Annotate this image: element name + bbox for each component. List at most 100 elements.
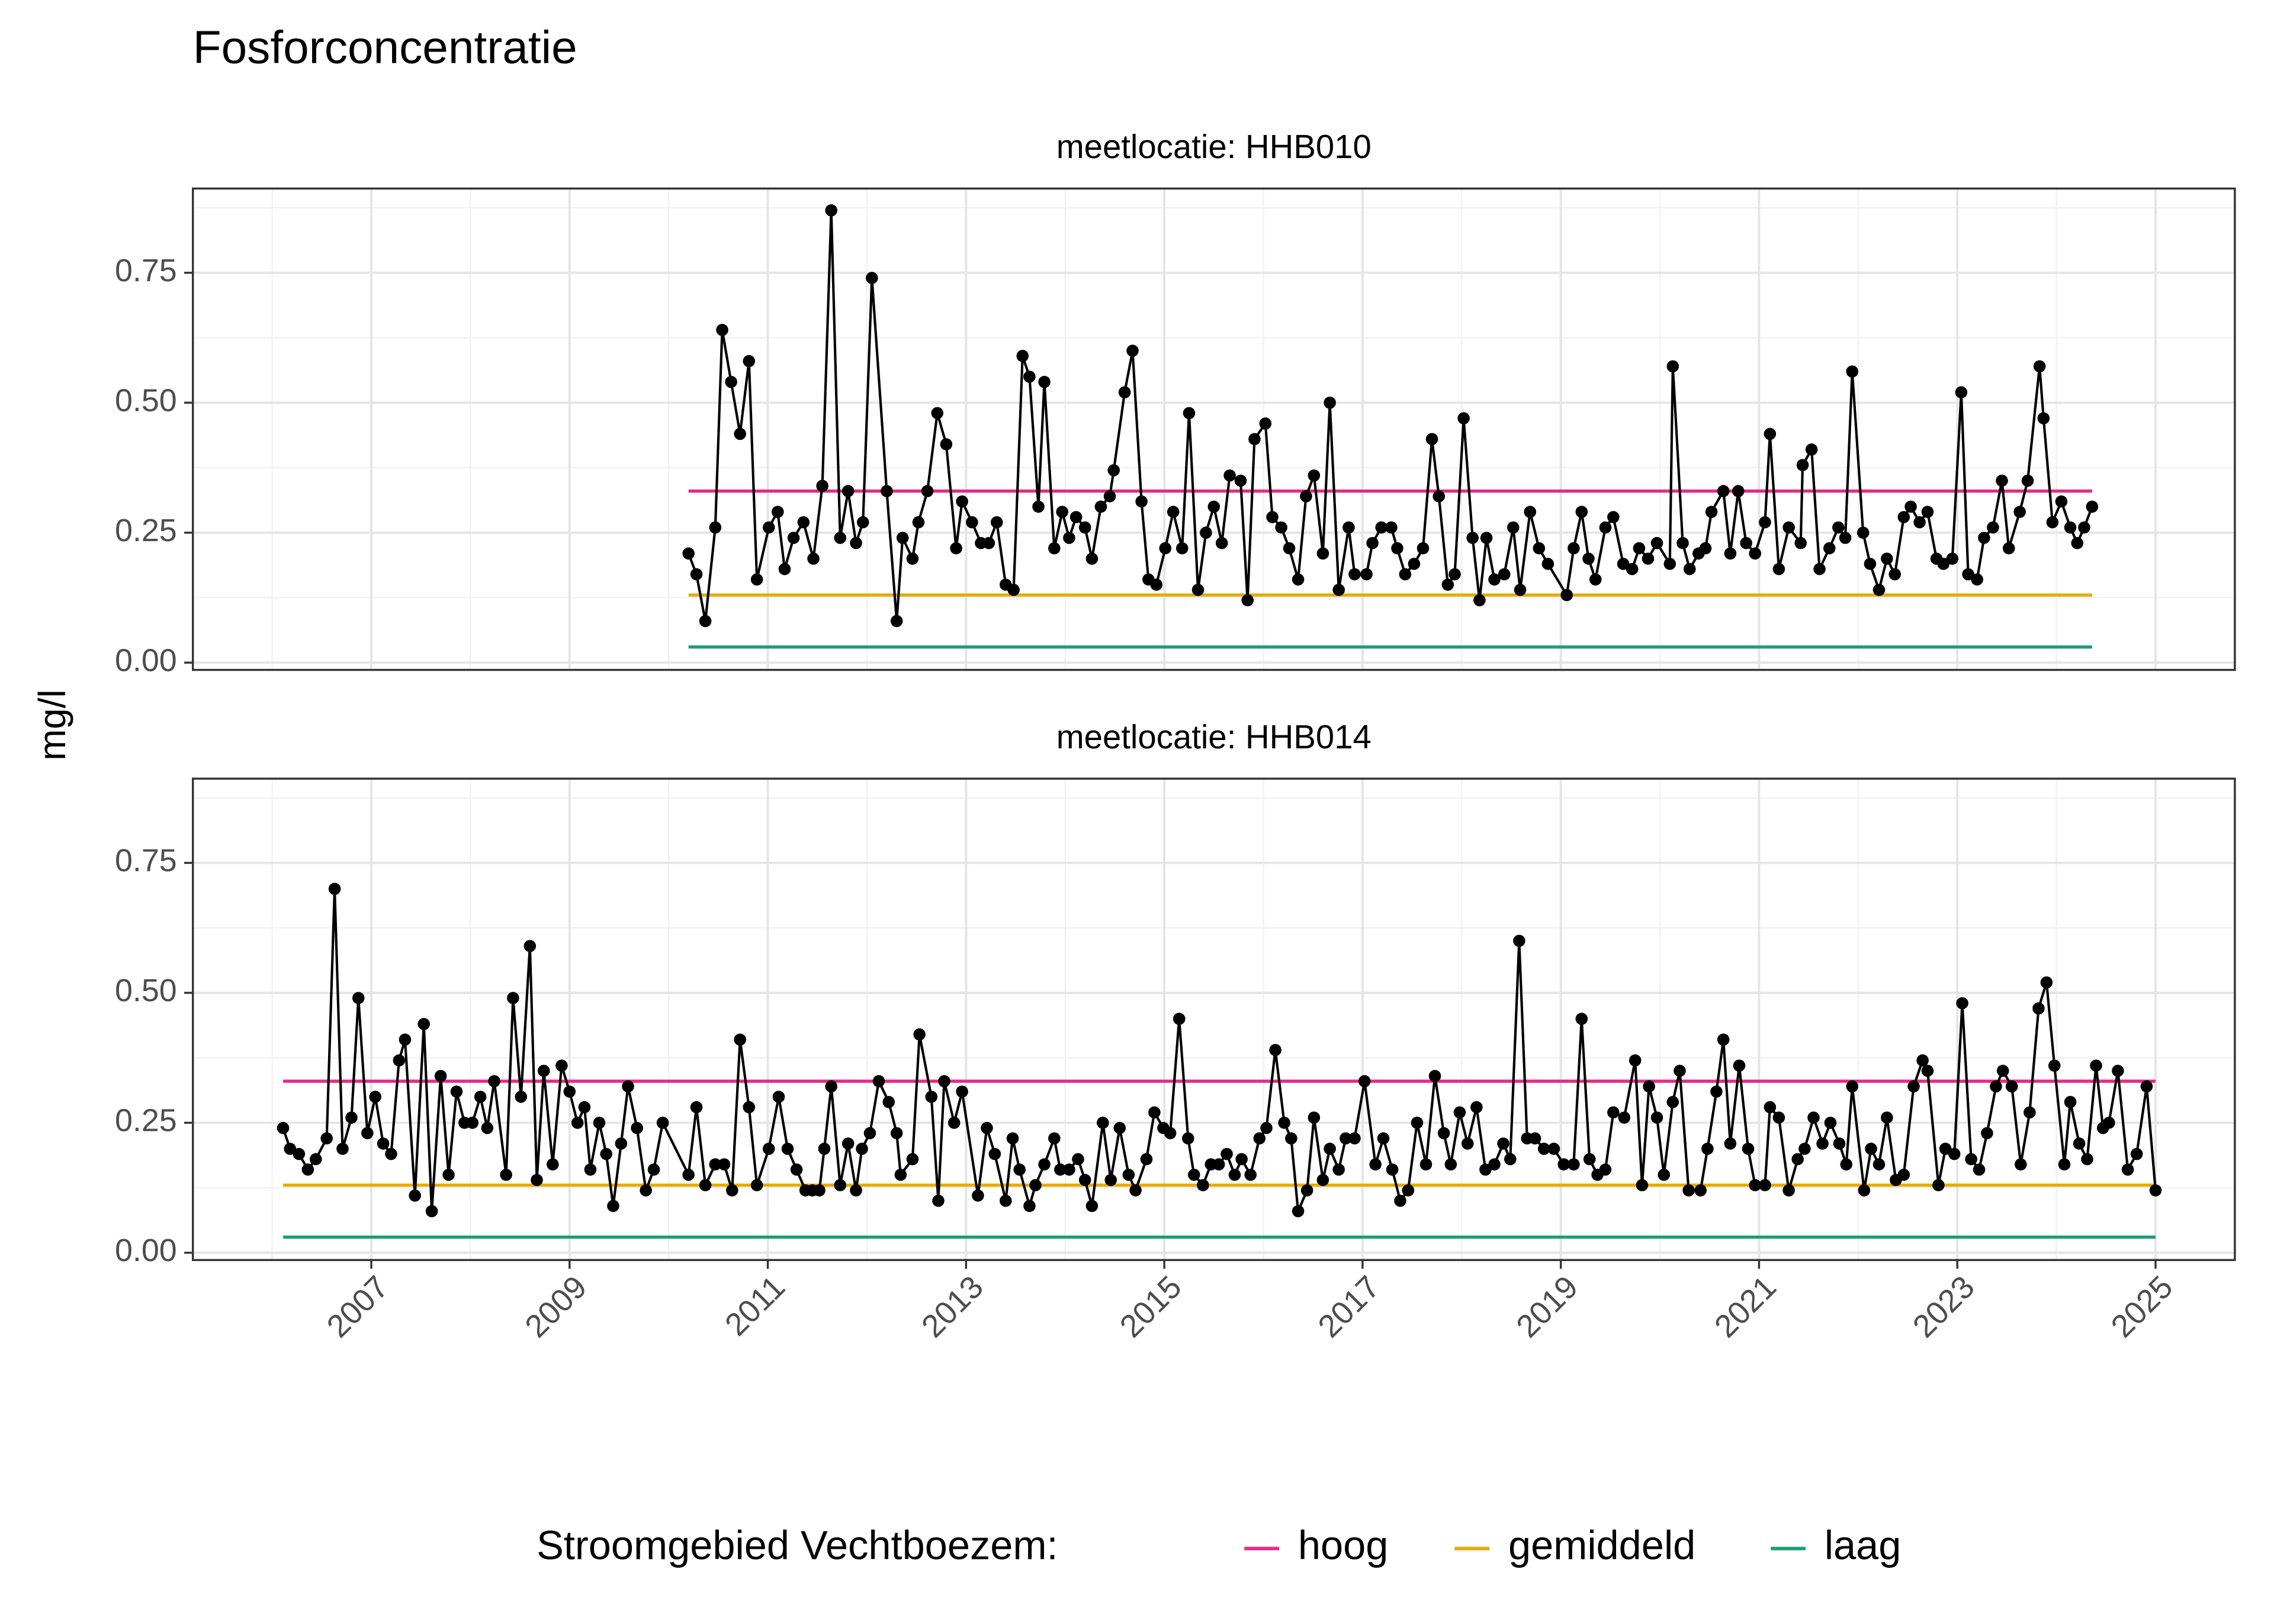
data-point: [1278, 1117, 1290, 1129]
data-point: [1023, 371, 1036, 383]
data-point: [1888, 568, 1902, 581]
x-tick-label: 2009: [518, 1269, 593, 1345]
data-point: [1798, 1143, 1811, 1155]
data-point: [1858, 1184, 1871, 1197]
data-point: [2015, 1158, 2027, 1170]
data-point: [956, 1085, 968, 1098]
data-point: [1197, 1179, 1209, 1192]
data-point: [1248, 433, 1261, 445]
data-point: [1023, 1199, 1036, 1213]
data-point: [894, 1168, 907, 1181]
data-point: [1038, 375, 1051, 388]
data-point: [1617, 558, 1630, 570]
data-point: [1207, 500, 1220, 513]
data-point: [1907, 1080, 1920, 1093]
data-point: [1386, 1163, 1399, 1176]
data-point: [600, 1147, 613, 1160]
data-point: [571, 1117, 584, 1129]
data-point: [1897, 1168, 1910, 1181]
data-point: [1148, 1106, 1161, 1119]
data-point: [813, 1184, 826, 1197]
x-tick-label: 2017: [1311, 1269, 1386, 1345]
data-point: [1575, 1012, 1588, 1025]
data-point: [555, 1059, 568, 1072]
data-point: [850, 536, 862, 549]
data-point: [872, 1075, 885, 1088]
data-point: [2140, 1080, 2153, 1093]
data-point: [787, 532, 800, 544]
data-point: [1428, 1070, 1441, 1082]
legend-label: laag: [1825, 1523, 1902, 1568]
data-point: [615, 1137, 628, 1150]
data-point: [1699, 542, 1712, 555]
data-point: [1006, 1132, 1019, 1145]
data-point: [1846, 1080, 1859, 1093]
data-point: [866, 272, 878, 284]
data-point: [1560, 589, 1573, 602]
data-point: [1283, 542, 1296, 555]
x-tick-label: 2007: [320, 1269, 395, 1345]
data-point: [709, 521, 722, 534]
data-point: [2073, 1137, 2086, 1150]
data-point: [1650, 536, 1663, 549]
data-point: [1724, 547, 1737, 560]
data-point: [906, 1153, 919, 1166]
data-point: [1987, 521, 1999, 534]
data-point: [966, 516, 978, 529]
y-axis-label: mg/l: [31, 689, 73, 760]
data-point: [1537, 1143, 1550, 1155]
data-point: [1417, 542, 1430, 555]
data-point: [425, 1205, 438, 1217]
data-point: [361, 1127, 374, 1140]
data-point: [834, 1179, 847, 1192]
data-point: [1682, 1184, 1695, 1197]
data-point: [1724, 1137, 1737, 1150]
data-point: [1078, 521, 1091, 534]
data-point: [547, 1158, 559, 1170]
data-point: [1759, 516, 1771, 529]
data-point: [1220, 1147, 1233, 1160]
data-point: [393, 1054, 406, 1067]
data-point: [399, 1033, 412, 1046]
data-point: [1085, 552, 1099, 565]
x-tick-label: 2023: [1906, 1269, 1981, 1345]
data-point: [277, 1121, 290, 1134]
data-point: [1921, 506, 1934, 518]
data-point: [1408, 558, 1421, 570]
data-point: [938, 1075, 950, 1088]
data-point: [1742, 1143, 1755, 1155]
data-point: [2040, 976, 2053, 989]
data-point: [1865, 1143, 1877, 1155]
data-point: [369, 1091, 381, 1103]
data-point: [1805, 443, 1818, 456]
data-point: [972, 1189, 984, 1202]
data-point: [1104, 1173, 1117, 1186]
data-point: [640, 1184, 652, 1197]
data-point: [1377, 1132, 1390, 1145]
data-point: [1833, 1137, 1846, 1150]
data-point: [1557, 1158, 1570, 1170]
data-point: [1533, 542, 1546, 555]
data-point: [1674, 1065, 1686, 1077]
data-point: [2121, 1163, 2134, 1176]
data-point: [709, 1158, 722, 1170]
data-point: [816, 480, 828, 492]
data-point: [682, 1168, 695, 1181]
data-point: [622, 1080, 634, 1093]
data-point: [1913, 516, 1926, 529]
data-point: [1032, 500, 1045, 513]
data-point: [1223, 469, 1236, 482]
data-point: [1212, 1158, 1225, 1170]
data-point: [2130, 1147, 2143, 1160]
x-tick-label: 2019: [1509, 1269, 1585, 1345]
data-point: [1948, 1147, 1961, 1160]
data-point: [1881, 1111, 1893, 1124]
data-point: [1419, 1158, 1433, 1170]
data-point: [1324, 1143, 1336, 1155]
legend-label: hoog: [1298, 1523, 1389, 1568]
data-point: [1358, 1075, 1371, 1088]
data-point: [1411, 1117, 1424, 1129]
data-point: [1583, 1153, 1596, 1166]
data-point: [790, 1163, 803, 1176]
